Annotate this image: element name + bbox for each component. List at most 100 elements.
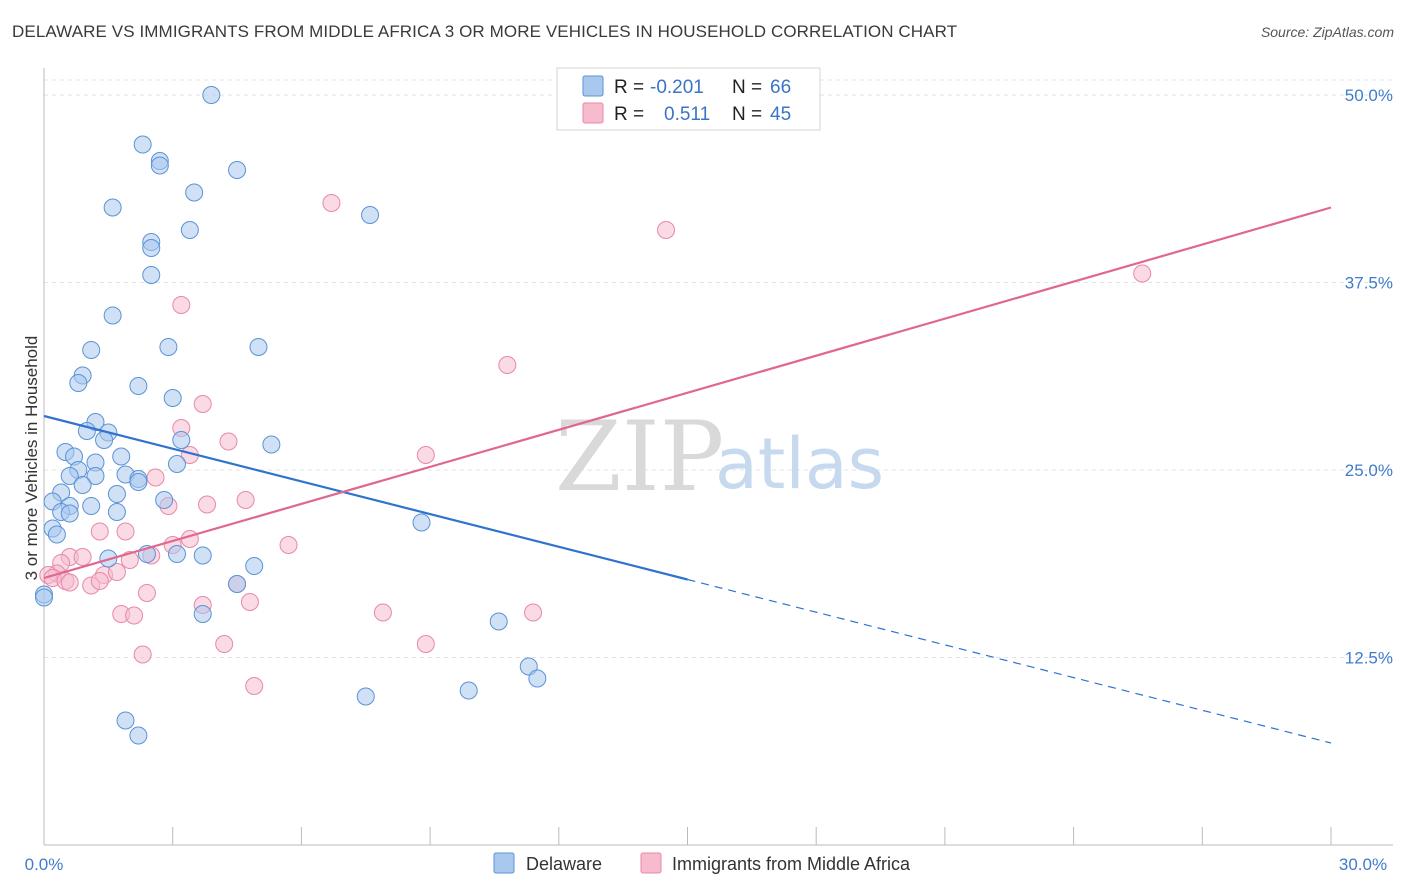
data-point-immigrants — [236, 491, 255, 509]
data-point-immigrants — [73, 548, 92, 566]
gridlines — [44, 79, 1393, 658]
watermark-atlas: atlas — [715, 423, 884, 505]
data-point-delaware — [60, 504, 79, 523]
bottom-legend-label-immigrants: Immigrants from Middle Africa — [672, 854, 911, 874]
y-tick-label: 37.5% — [1345, 274, 1393, 293]
data-point-immigrants — [125, 606, 144, 625]
data-point-immigrants — [137, 584, 156, 602]
data-point-immigrants — [133, 645, 152, 664]
x-tick-labels: 0.0% 30.0% — [25, 855, 1387, 874]
data-point-immigrants — [120, 551, 139, 569]
data-point-delaware — [228, 161, 247, 179]
data-point-delaware — [69, 374, 88, 392]
data-point-delaware — [167, 545, 186, 563]
data-point-delaware — [82, 497, 101, 515]
watermark-zip: ZIP — [555, 401, 724, 513]
legend-r-label-1: R = — [614, 77, 644, 98]
data-point-delaware — [150, 156, 169, 175]
data-point-delaware — [356, 687, 375, 706]
data-point-immigrants — [215, 635, 234, 653]
data-point-delaware — [193, 605, 212, 623]
y-tick-labels: 12.5% 25.0% 37.5% 50.0% — [1345, 86, 1393, 668]
data-point-immigrants — [657, 221, 676, 239]
data-point-delaware — [142, 239, 161, 257]
data-point-delaware — [180, 221, 199, 239]
y-tick-label: 12.5% — [1345, 649, 1393, 668]
data-point-delaware — [60, 467, 79, 485]
data-point-delaware — [489, 612, 508, 631]
data-point-immigrants — [373, 603, 392, 622]
data-point-delaware — [228, 575, 247, 593]
bottom-legend-label-delaware: Delaware — [526, 854, 602, 874]
legend-swatch-immigrants — [582, 102, 604, 124]
data-point-delaware — [159, 338, 178, 356]
data-point-immigrants — [146, 468, 165, 487]
data-point-delaware — [73, 476, 92, 494]
series-legend: Delaware Immigrants from Middle Africa — [493, 852, 911, 874]
data-point-delaware — [262, 435, 281, 454]
x-tick-label: 0.0% — [25, 855, 64, 874]
y-axis-label: 3 or more Vehicles in Household — [22, 336, 41, 581]
data-point-delaware — [129, 473, 148, 491]
data-point-delaware — [107, 485, 126, 503]
data-point-delaware — [163, 389, 182, 407]
series-immigrants-points — [39, 194, 1152, 695]
trend-line-delaware-extension — [687, 578, 1332, 744]
data-point-immigrants — [322, 194, 341, 212]
data-point-immigrants — [60, 573, 79, 592]
y-tick-label: 25.0% — [1345, 461, 1393, 480]
trend-line-immigrants — [43, 206, 1332, 580]
axes — [43, 68, 1393, 846]
data-point-delaware — [129, 377, 148, 395]
data-point-immigrants — [416, 635, 435, 653]
data-point-delaware — [86, 467, 105, 485]
data-point-delaware — [129, 726, 148, 745]
data-point-delaware — [47, 525, 66, 544]
data-point-delaware — [142, 266, 161, 284]
legend-n-value-1: 66 — [770, 77, 791, 98]
data-point-delaware — [103, 306, 122, 325]
data-point-immigrants — [172, 296, 191, 314]
data-point-immigrants — [107, 563, 126, 581]
data-point-delaware — [155, 491, 174, 509]
legend-r-value-2: 0.511 — [664, 104, 710, 125]
x-tick-label: 30.0% — [1339, 855, 1387, 874]
source-credit: Source: ZipAtlas.com — [1260, 24, 1394, 40]
data-point-delaware — [459, 681, 478, 700]
legend-r-label-2: R = — [614, 104, 644, 125]
watermark: ZIP atlas — [555, 401, 884, 513]
legend-n-label-2: N = — [732, 104, 762, 125]
series-delaware-points — [35, 86, 547, 745]
data-point-delaware — [167, 455, 186, 473]
data-point-delaware — [95, 431, 114, 449]
data-point-delaware — [193, 546, 212, 565]
bottom-legend-swatch-delaware — [493, 852, 515, 874]
data-point-delaware — [172, 431, 191, 449]
data-point-delaware — [35, 588, 53, 607]
legend-swatch-delaware — [582, 75, 604, 97]
data-point-delaware — [103, 198, 122, 217]
data-point-immigrants — [180, 530, 199, 548]
data-point-immigrants — [416, 446, 435, 464]
legend-n-label-1: N = — [732, 77, 762, 98]
data-point-delaware — [185, 183, 204, 202]
data-point-delaware — [133, 135, 152, 154]
data-point-immigrants — [498, 356, 517, 374]
trend-line-delaware — [43, 414, 688, 581]
data-point-delaware — [107, 503, 126, 521]
data-point-delaware — [412, 513, 431, 532]
data-point-delaware — [82, 341, 101, 359]
y-tick-label: 50.0% — [1345, 86, 1393, 105]
legend-r-value-1: -0.201 — [650, 77, 704, 98]
data-point-delaware — [202, 86, 221, 104]
data-point-immigrants — [524, 603, 543, 622]
data-point-immigrants — [198, 495, 217, 514]
data-point-delaware — [528, 669, 547, 688]
data-point-immigrants — [219, 432, 238, 451]
data-point-delaware — [361, 206, 380, 224]
data-point-delaware — [249, 338, 268, 356]
correlation-legend: R = -0.201 N = 66 R = 0.511 N = 45 — [556, 67, 821, 131]
data-point-immigrants — [1133, 264, 1152, 283]
data-point-immigrants — [279, 536, 298, 554]
